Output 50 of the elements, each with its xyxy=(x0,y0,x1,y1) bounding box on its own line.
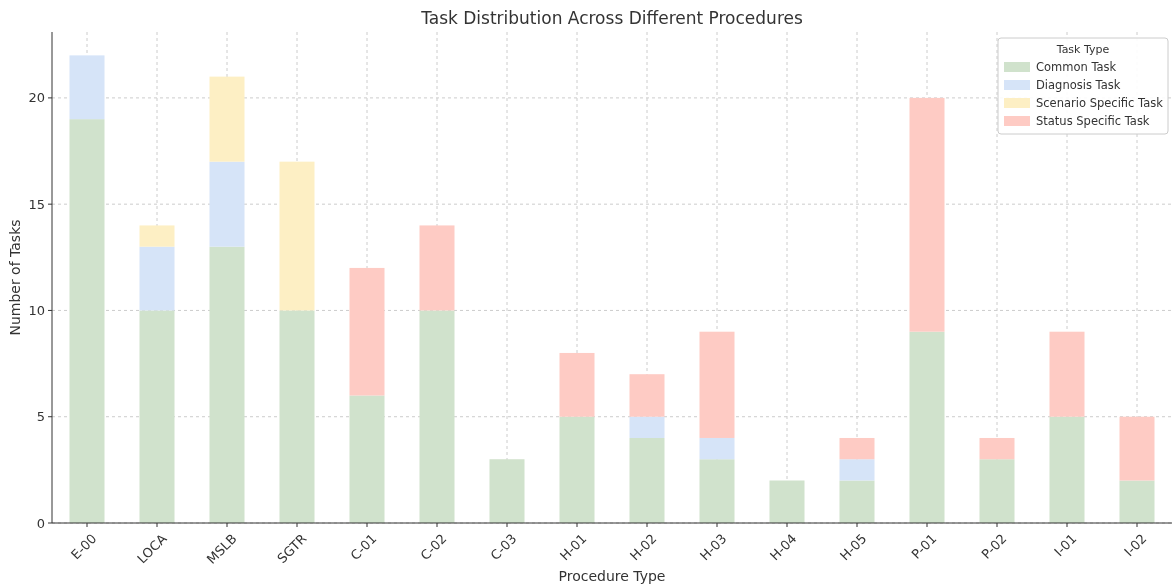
bar xyxy=(699,459,735,523)
chart-title: Task Distribution Across Different Procedures xyxy=(420,8,803,28)
bar xyxy=(559,352,595,417)
bar xyxy=(279,310,315,523)
x-axis-title: Procedure Type xyxy=(558,568,666,584)
bar xyxy=(979,459,1015,523)
bar xyxy=(629,437,665,523)
bar xyxy=(629,416,665,438)
bar xyxy=(69,55,105,120)
bar xyxy=(349,395,385,523)
bar xyxy=(209,161,245,247)
bar xyxy=(699,437,735,460)
y-tick-label: 0 xyxy=(36,515,45,531)
legend-title: Task Type xyxy=(1055,43,1110,56)
y-tick-label: 20 xyxy=(28,90,45,106)
bar xyxy=(629,374,665,417)
bar xyxy=(699,331,735,438)
bar xyxy=(909,97,945,332)
bar xyxy=(1119,416,1155,481)
bar xyxy=(209,246,245,523)
bar xyxy=(69,119,105,523)
bar xyxy=(839,437,875,460)
x-tick-label: I-01 xyxy=(1051,530,1080,560)
bar xyxy=(419,310,455,523)
bar xyxy=(1119,480,1155,523)
bar xyxy=(419,225,455,311)
bar xyxy=(559,416,595,523)
bar xyxy=(1049,416,1085,523)
y-tick-label: 15 xyxy=(28,196,45,212)
bar xyxy=(839,459,875,481)
x-tick-label: I-02 xyxy=(1121,530,1150,560)
bar xyxy=(139,225,175,247)
y-tick-label: 5 xyxy=(36,409,45,425)
legend-label: Status Specific Task xyxy=(1036,114,1150,129)
bar xyxy=(139,246,175,311)
legend-label: Common Task xyxy=(1036,60,1117,75)
bar xyxy=(909,331,945,523)
bar xyxy=(349,267,385,396)
bar xyxy=(139,310,175,523)
bar xyxy=(209,76,245,162)
bar xyxy=(489,459,525,523)
bar xyxy=(1049,331,1085,417)
bar xyxy=(769,480,805,523)
y-tick-label: 10 xyxy=(28,303,45,318)
bar xyxy=(979,437,1015,460)
legend-label: Scenario Specific Task xyxy=(1036,96,1164,111)
legend-label: Diagnosis Task xyxy=(1036,78,1121,93)
y-axis-title: Number of Tasks xyxy=(7,219,23,336)
bar xyxy=(839,480,875,523)
bar xyxy=(279,161,315,311)
